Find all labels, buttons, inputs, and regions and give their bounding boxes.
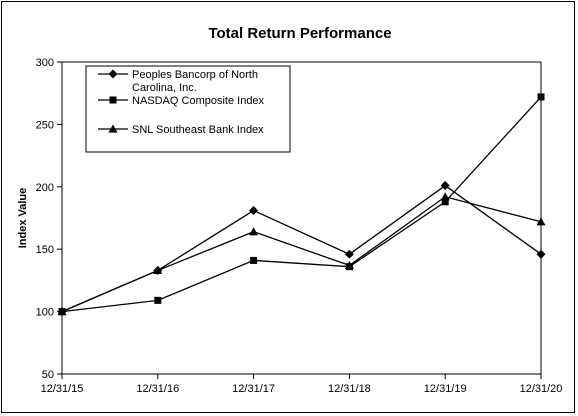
y-axis-title: Index Value bbox=[17, 188, 29, 249]
series-0-point-2 bbox=[249, 206, 259, 216]
series-1-point-4 bbox=[441, 198, 449, 206]
x-tick-label-0: 12/31/15 bbox=[41, 383, 84, 395]
y-tick-label-1: 100 bbox=[36, 307, 54, 319]
axes: 50 100 150 200 250 300 12/31/15 12/31/16 12/31/1… bbox=[36, 57, 563, 395]
legend-entry-1: NASDAQ Composite Index bbox=[98, 95, 265, 107]
series-1-point-2 bbox=[250, 256, 258, 264]
legend-label-0-0: Peoples Bancorp of North bbox=[132, 69, 258, 81]
legend-label-0-1: Carolina, Inc. bbox=[132, 82, 197, 94]
y-tick-label-3: 200 bbox=[36, 182, 54, 194]
legend-label-1-0: NASDAQ Composite Index bbox=[132, 95, 265, 107]
x-tick-label-2: 12/31/17 bbox=[232, 383, 275, 395]
legend-label-2-0: SNL Southeast Bank Index bbox=[132, 124, 264, 136]
series-2-point-0 bbox=[57, 307, 67, 316]
y-tick-label-2: 150 bbox=[36, 244, 54, 256]
legend-box bbox=[85, 65, 291, 153]
series-layer bbox=[57, 93, 546, 317]
series-2 bbox=[57, 192, 546, 316]
series-line-2 bbox=[61, 196, 542, 313]
series-0-point-4 bbox=[440, 181, 450, 191]
series-line-1 bbox=[61, 96, 542, 313]
legend-marker-1 bbox=[109, 96, 117, 104]
series-1-point-5 bbox=[537, 93, 545, 101]
legend-marker-2 bbox=[108, 124, 118, 133]
x-tick-label-5: 12/31/20 bbox=[520, 383, 563, 395]
series-2-point-2 bbox=[249, 227, 259, 236]
chart-title: Total Return Performance bbox=[208, 25, 391, 42]
y-tick-label-4: 250 bbox=[36, 119, 54, 131]
legend-marker-0 bbox=[108, 69, 118, 79]
x-tick-label-1: 12/31/16 bbox=[136, 383, 179, 395]
y-tick-label-0: 50 bbox=[42, 369, 54, 381]
series-0-point-5 bbox=[536, 249, 546, 259]
series-2-point-1 bbox=[153, 265, 163, 275]
x-tick-label-4: 12/31/19 bbox=[424, 383, 467, 395]
series-1-point-1 bbox=[154, 296, 162, 304]
series-2-point-4 bbox=[440, 192, 450, 201]
x-tick-label-3: 12/31/18 bbox=[328, 383, 371, 395]
y-tick-label-5: 300 bbox=[36, 57, 54, 69]
series-2-point-3 bbox=[344, 260, 354, 270]
legend-entry-2: SNL Southeast Bank Index bbox=[98, 124, 264, 136]
series-2-point-5 bbox=[536, 217, 546, 226]
series-0-point-3 bbox=[344, 249, 354, 259]
